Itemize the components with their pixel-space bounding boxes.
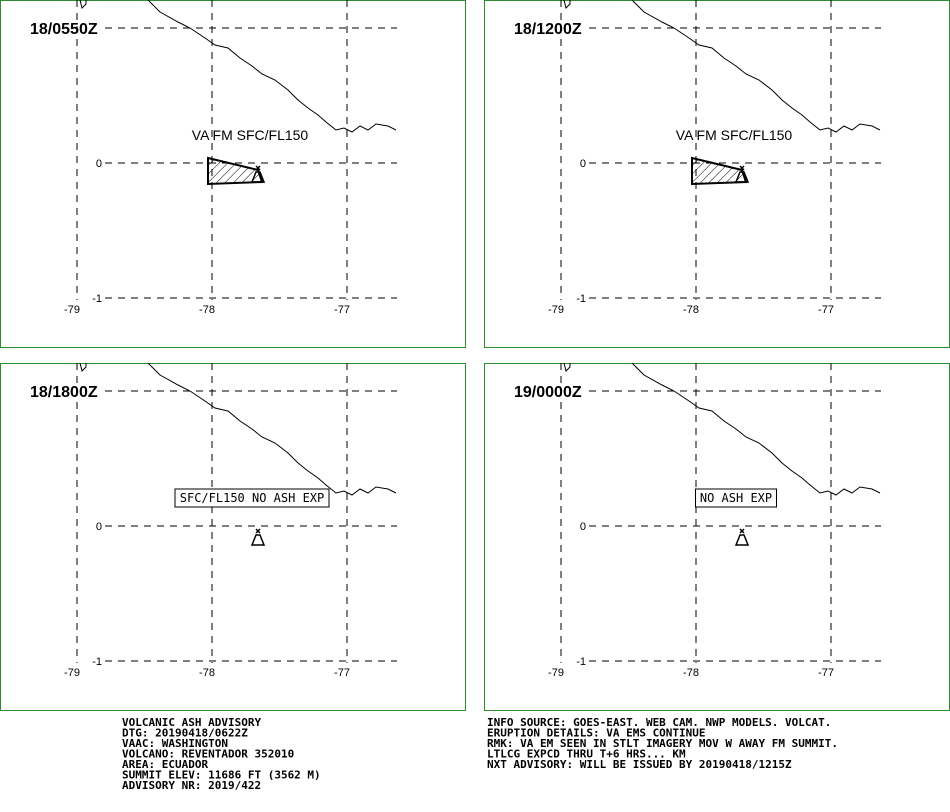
coastline (563, 0, 571, 9)
footer-line: DTG: 20190418/0622Z (122, 727, 248, 740)
lon-label: -79 (64, 667, 80, 679)
label-box (695, 488, 777, 508)
lat-label: -1 (92, 656, 102, 668)
lon-label: -79 (64, 304, 80, 316)
map-panel: -79 -78 -77 0 -1 18/0550Z VA FM SFC/FL150 (0, 0, 466, 348)
footer-line: INFO SOURCE: GOES-EAST. WEB CAM. NWP MOD… (487, 716, 831, 729)
lon-label: -78 (199, 667, 215, 679)
footer-line: VAAC: WASHINGTON (122, 737, 228, 750)
footer-line: ERUPTION DETAILS: VA EMS CONTINUE (487, 727, 706, 740)
valid-time: 18/1200Z (514, 21, 582, 38)
lat-label: 0 (96, 158, 102, 170)
coastline (147, 362, 397, 496)
ash-area (691, 156, 748, 186)
lon-label: -77 (334, 304, 350, 316)
footer-line: AREA: ECUADOR (122, 758, 208, 771)
coastline (79, 362, 87, 372)
lon-label: -77 (334, 667, 350, 679)
lon-label: -79 (548, 304, 564, 316)
ash-label: NO ASH EXP (700, 491, 772, 505)
volcano (250, 528, 266, 546)
coastline (631, 0, 881, 133)
lat-label: 0 (96, 521, 102, 533)
lat-label: 0 (580, 521, 586, 533)
panel-border (0, 363, 466, 711)
map-panel: -79 -78 -77 0 -1 19/0000Z NO ASH EXP (484, 362, 950, 711)
ash-label: VA FM SFC/FL150 (192, 127, 309, 143)
coastline (563, 362, 571, 372)
lat-label: -1 (576, 656, 586, 668)
footer-line: RMK: VA EM SEEN IN STLT IMAGERY MOV W AW… (487, 737, 838, 750)
ash-area (207, 156, 264, 186)
volcano (734, 528, 750, 546)
valid-time: 19/0000Z (514, 384, 582, 401)
lat-label: -1 (92, 293, 102, 305)
lon-label: -78 (683, 667, 699, 679)
ash-label: SFC/FL150 NO ASH EXP (180, 491, 325, 505)
lat-label: -1 (576, 293, 586, 305)
lon-label: -78 (683, 304, 699, 316)
footer-line: ADVISORY NR: 2019/422 (122, 779, 261, 792)
lat-label: 0 (580, 158, 586, 170)
volcano (734, 165, 750, 183)
coastline (631, 362, 881, 496)
footer-line: LTLCG EXPCD THRU T+6 HRS... KM (487, 748, 686, 761)
valid-time: 18/1800Z (30, 384, 98, 401)
footer-line: SUMMIT ELEV: 11686 FT (3562 M) (122, 769, 321, 782)
coastline (79, 0, 87, 9)
valid-time: 18/0550Z (30, 21, 98, 38)
panel-border (0, 0, 466, 348)
footer-line: VOLCANIC ASH ADVISORY (122, 716, 261, 729)
lon-label: -77 (818, 304, 834, 316)
footer-line: NXT ADVISORY: WILL BE ISSUED BY 20190418… (487, 758, 792, 771)
volcano (250, 165, 266, 183)
ash-label: VA FM SFC/FL150 (676, 127, 793, 143)
coastline (147, 0, 397, 133)
label-box (174, 488, 330, 508)
footer-line: VOLCANO: REVENTADOR 352010 (122, 748, 294, 761)
map-panel: -79 -78 -77 0 -1 18/1800Z SFC/FL150 NO ASH EXP (0, 362, 466, 711)
lon-label: -79 (548, 667, 564, 679)
map-panel: -79 -78 -77 0 -1 18/1200Z VA FM SFC/FL150 (484, 0, 950, 348)
lon-label: -78 (199, 304, 215, 316)
lon-label: -77 (818, 667, 834, 679)
